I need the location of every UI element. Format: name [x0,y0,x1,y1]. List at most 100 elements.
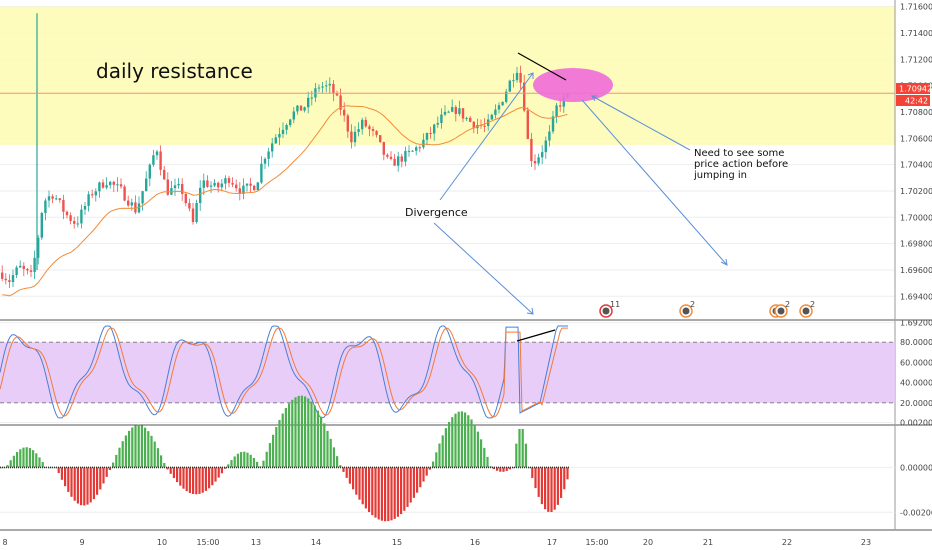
histogram-bar [310,401,313,468]
event-badge[interactable]: 2 [679,300,695,318]
candle-body [415,147,418,151]
histogram-bar [73,467,76,501]
price-tick-label: 1.69600 [900,266,932,275]
histogram-bar [521,428,524,468]
candle-body [382,141,385,155]
histogram-bar [291,399,294,468]
histogram-bar [60,467,63,480]
histogram-bar [294,397,297,468]
histogram-bar [137,424,140,468]
candle-body [253,185,256,191]
histogram-bar [96,467,99,495]
histogram-bar [163,463,166,468]
histogram-bar [416,467,419,493]
candle-body [8,280,11,283]
histogram-bar [38,457,41,468]
event-badge[interactable]: 2 [769,300,790,318]
histogram-bar [12,455,15,468]
stochastic-d-line [0,327,568,418]
time-tick-label: 20 [643,538,653,547]
histogram-bar [172,467,175,479]
price-tick-label: 1.70600 [900,134,932,143]
candle-body [346,115,349,132]
candle-body [368,126,371,130]
histogram-bar [25,447,28,468]
histogram-bar [198,467,201,494]
candle-body [62,199,65,212]
histogram-bar [492,467,495,470]
candle-body [101,182,105,188]
histogram-bar [99,467,102,490]
candle-body [494,109,497,115]
histogram-bar [566,467,569,480]
histogram-bar [467,415,470,468]
histogram-bar [92,467,95,500]
svg-text:2: 2 [785,300,790,309]
candle-body [213,182,216,186]
histogram-bar [422,467,425,482]
candle-body [548,131,551,141]
candle-body [137,203,141,213]
candle-body [130,202,133,206]
candle-body [379,135,382,142]
event-badge[interactable]: 11 [599,300,620,318]
price-tick-label: 1.69200 [900,319,932,328]
candle-body [299,105,303,111]
candle-body [91,194,94,196]
histogram-bar [272,434,275,468]
svg-text:2: 2 [690,300,695,309]
histogram-bar [486,456,489,468]
candle-body [152,155,155,165]
histogram-bar [128,430,131,468]
current-price-label: 1.70942 [899,85,932,94]
event-badge[interactable]: 2 [799,300,815,318]
price-axis[interactable]: 1.716001.714001.712001.710001.708001.706… [900,3,932,328]
time-tick-label: 14 [311,538,321,547]
stochastic-tick-label: 20.0000 [900,399,932,408]
histogram-bar [444,428,447,468]
candle-body [440,114,443,124]
event-badges: 11 2 2 2 [599,300,815,318]
histogram-bar [496,467,499,471]
stochastic-axis[interactable]: 80.0000 60.0000 40.0000 20.0000 [900,338,932,408]
histogram-bar [48,467,51,469]
candle-body [260,163,263,183]
histogram-bar [368,467,371,513]
histogram-bar [406,467,409,507]
candle-body [303,107,306,111]
candle-body [195,203,198,223]
candle-body [19,265,22,268]
candle-body [271,143,274,152]
histogram-bar [460,411,463,468]
time-axis[interactable]: 8 9 10 15:00 13 14 15 16 17 15:00 20 21 22 23 [2,538,871,547]
candle-body [418,147,421,149]
histogram-bar [502,467,505,472]
candle-body [191,208,195,223]
candle-body [37,237,40,258]
price-tick-label: 1.70000 [900,213,932,222]
histogram-bar [176,467,179,483]
price-tick-label: 1.70200 [900,187,932,196]
candle-body [163,169,166,180]
candle-body [224,178,227,184]
candle-body [335,93,339,96]
histogram-bar [537,467,540,497]
histogram-bar [540,467,543,505]
histogram-bar [265,451,268,468]
candle-body [397,156,400,166]
histogram-bar [473,424,476,468]
histogram-bar [316,410,319,468]
time-tick-label: 13 [251,538,261,547]
histogram-bar [531,467,534,479]
histogram-bar [240,452,243,468]
candle-body [296,105,299,112]
histogram-bar [329,438,332,468]
candle-body [497,105,501,110]
histogram-bar [54,467,57,469]
histogram-bar [102,467,105,484]
stochastic-tick-label: 40.0000 [900,379,932,388]
histogram-bar [374,467,377,518]
candle-body [245,183,249,186]
histogram-axis[interactable]: 0.00200 0.00000 -0.00200 [900,419,932,518]
candle-body [278,134,281,138]
